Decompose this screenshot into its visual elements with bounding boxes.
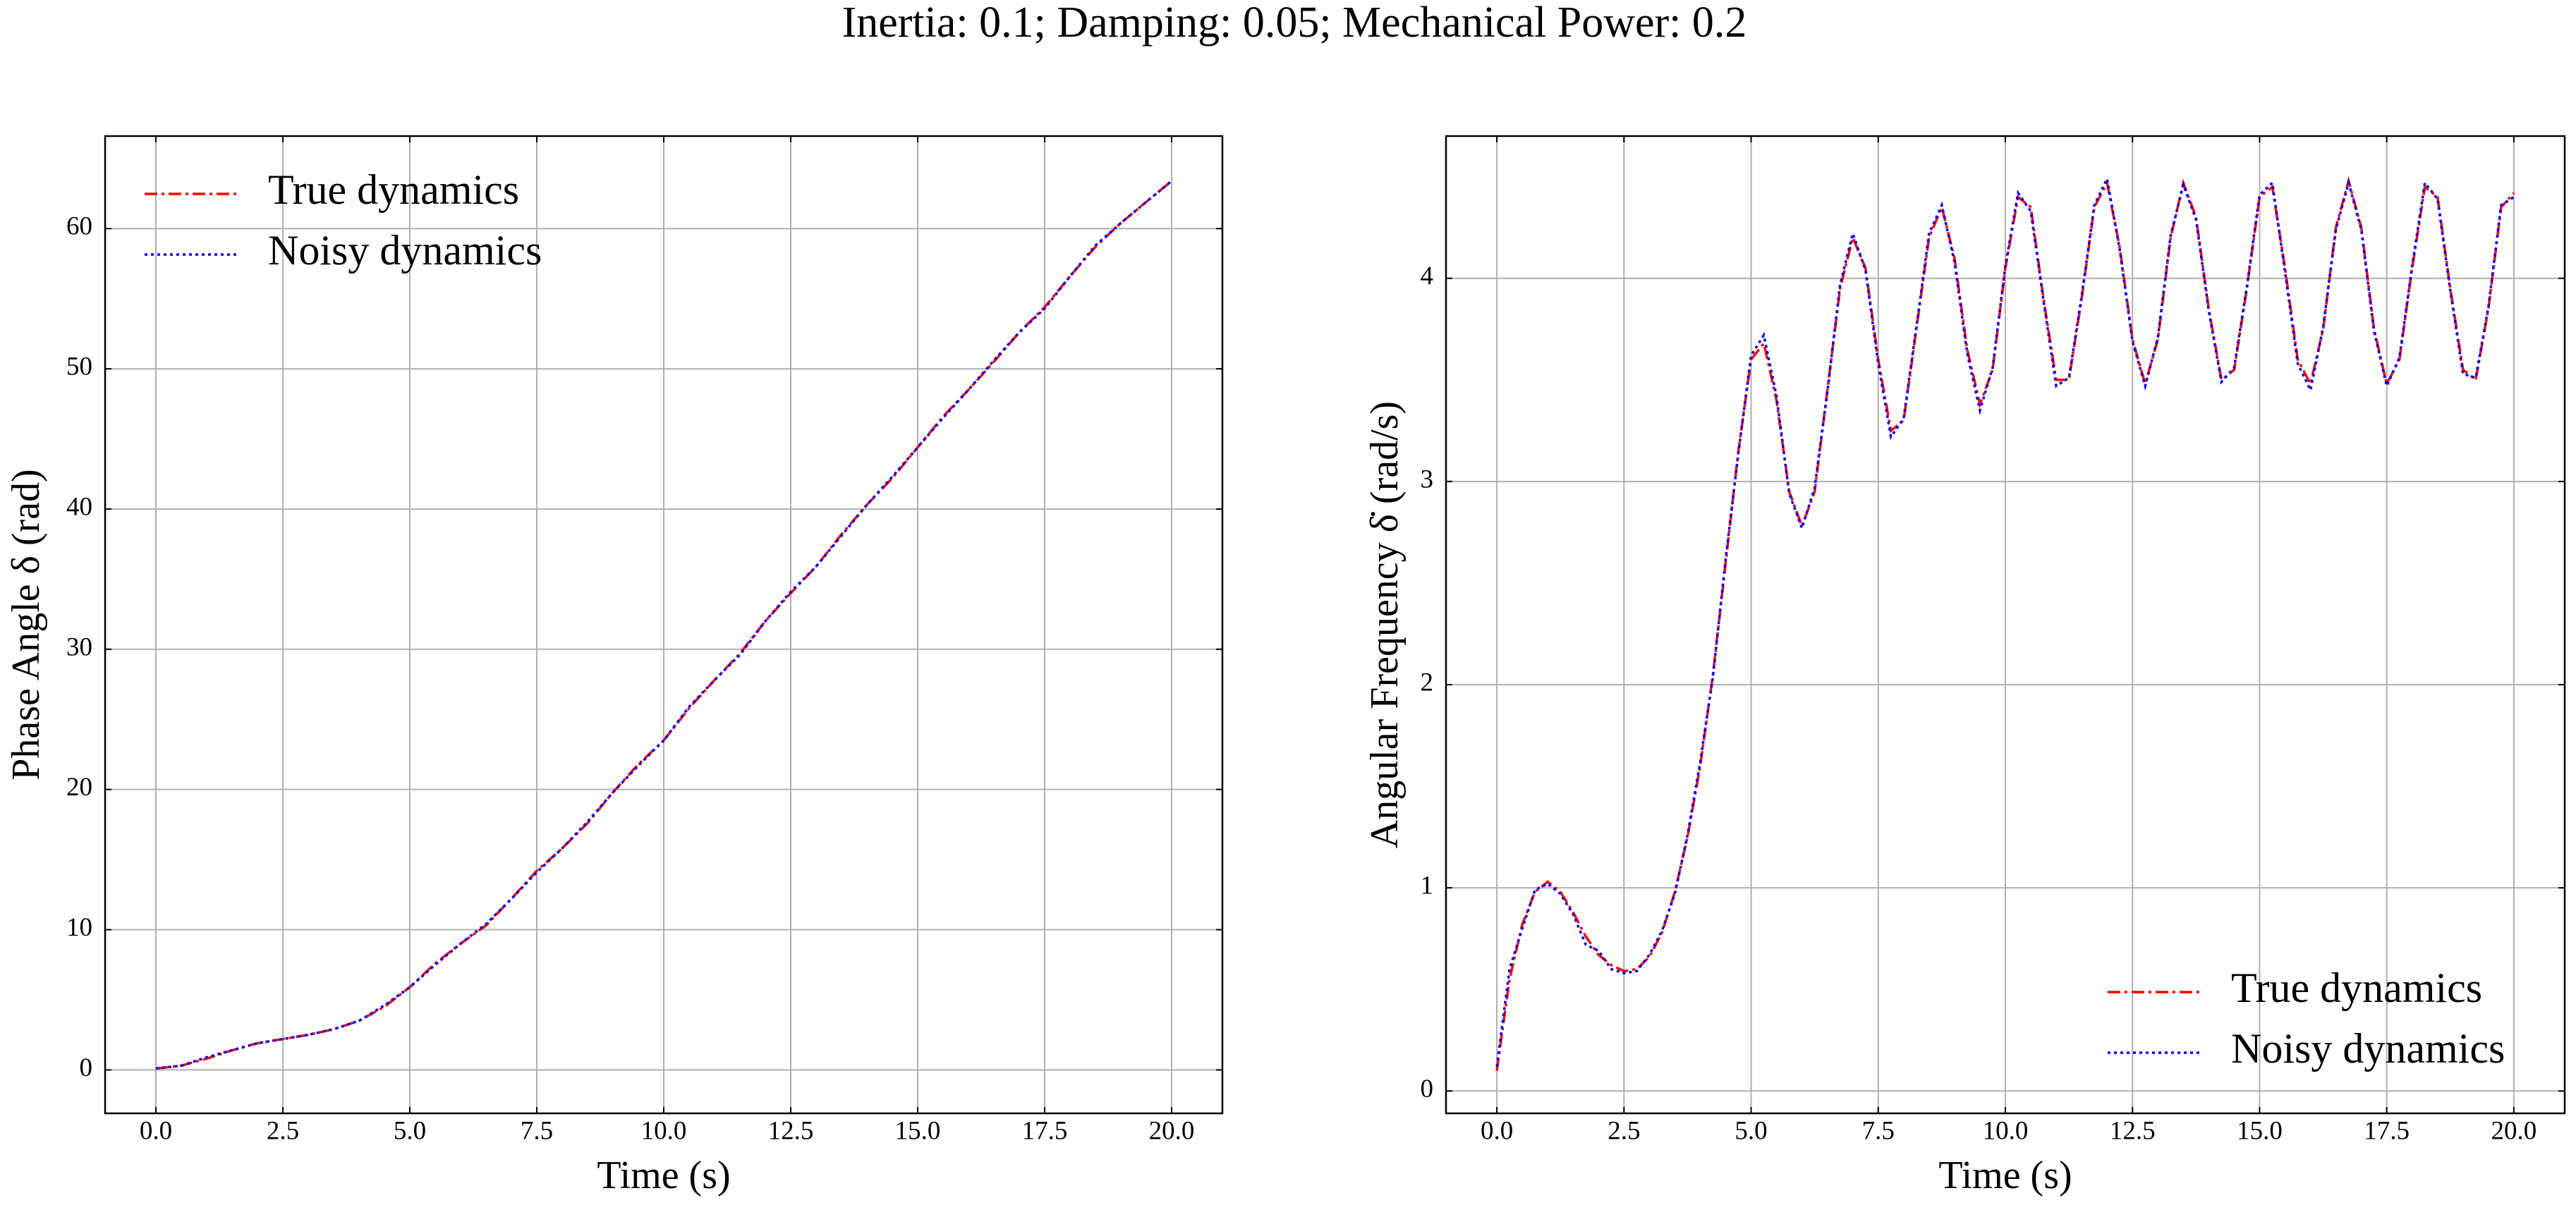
y-tick-label: 0 — [1421, 1075, 1434, 1103]
y-tick-label: 3 — [1421, 465, 1434, 494]
axes-frame — [104, 135, 1224, 1115]
x-tick-label: 7.5 — [1862, 1116, 1895, 1145]
x-tick-label: 10.0 — [1983, 1116, 2029, 1145]
x-tick-label: 5.0 — [394, 1116, 426, 1145]
x-tick-label: 20.0 — [1149, 1116, 1195, 1145]
x-tick-label: 15.0 — [2237, 1116, 2283, 1145]
data-line — [1495, 174, 2515, 1067]
axes-frame — [1445, 135, 2566, 1115]
y-tick-label: 50 — [66, 353, 92, 381]
x-tick-label: 2.5 — [267, 1116, 299, 1145]
x-axis-label: Time (s) — [1938, 1154, 2072, 1197]
y-tick-label: 4 — [1421, 262, 1434, 291]
y-tick-label: 0 — [80, 1053, 93, 1082]
x-tick-label: 12.5 — [768, 1116, 814, 1145]
legend-label: True dynamics — [2231, 965, 2482, 1011]
y-axis-label: Phase Angle δ (rad) — [4, 469, 48, 781]
x-tick-label: 5.0 — [1734, 1116, 1767, 1145]
figure-title: Inertia: 0.1; Damping: 0.05; Mechanical … — [842, 0, 1747, 47]
x-axis-label: Time (s) — [597, 1154, 730, 1197]
x-tick-label: 17.5 — [2364, 1116, 2410, 1145]
data-line — [155, 180, 1173, 1070]
x-tick-label: 20.0 — [2491, 1116, 2537, 1145]
x-tick-label: 0.0 — [140, 1116, 172, 1145]
y-tick-label: 40 — [66, 492, 92, 521]
legend-label: Noisy dynamics — [268, 227, 542, 274]
legend-label: Noisy dynamics — [2231, 1025, 2505, 1072]
x-tick-label: 0.0 — [1481, 1116, 1513, 1145]
y-tick-label: 1 — [1421, 872, 1434, 900]
y-tick-label: 2 — [1421, 668, 1434, 697]
x-tick-label: 2.5 — [1608, 1116, 1640, 1145]
x-tick-label: 15.0 — [895, 1116, 941, 1145]
y-tick-label: 20 — [66, 773, 92, 802]
y-tick-label: 30 — [66, 632, 92, 661]
legend-label: True dynamics — [268, 166, 519, 213]
x-tick-label: 12.5 — [2110, 1116, 2156, 1145]
y-tick-label: 60 — [66, 212, 92, 241]
x-tick-label: 17.5 — [1022, 1116, 1068, 1145]
y-tick-label: 10 — [66, 913, 92, 942]
x-tick-label: 7.5 — [521, 1116, 553, 1145]
x-tick-label: 10.0 — [641, 1116, 687, 1145]
y-axis-label: Angular Frequency δ̇ (rad/s) — [1363, 401, 1407, 848]
